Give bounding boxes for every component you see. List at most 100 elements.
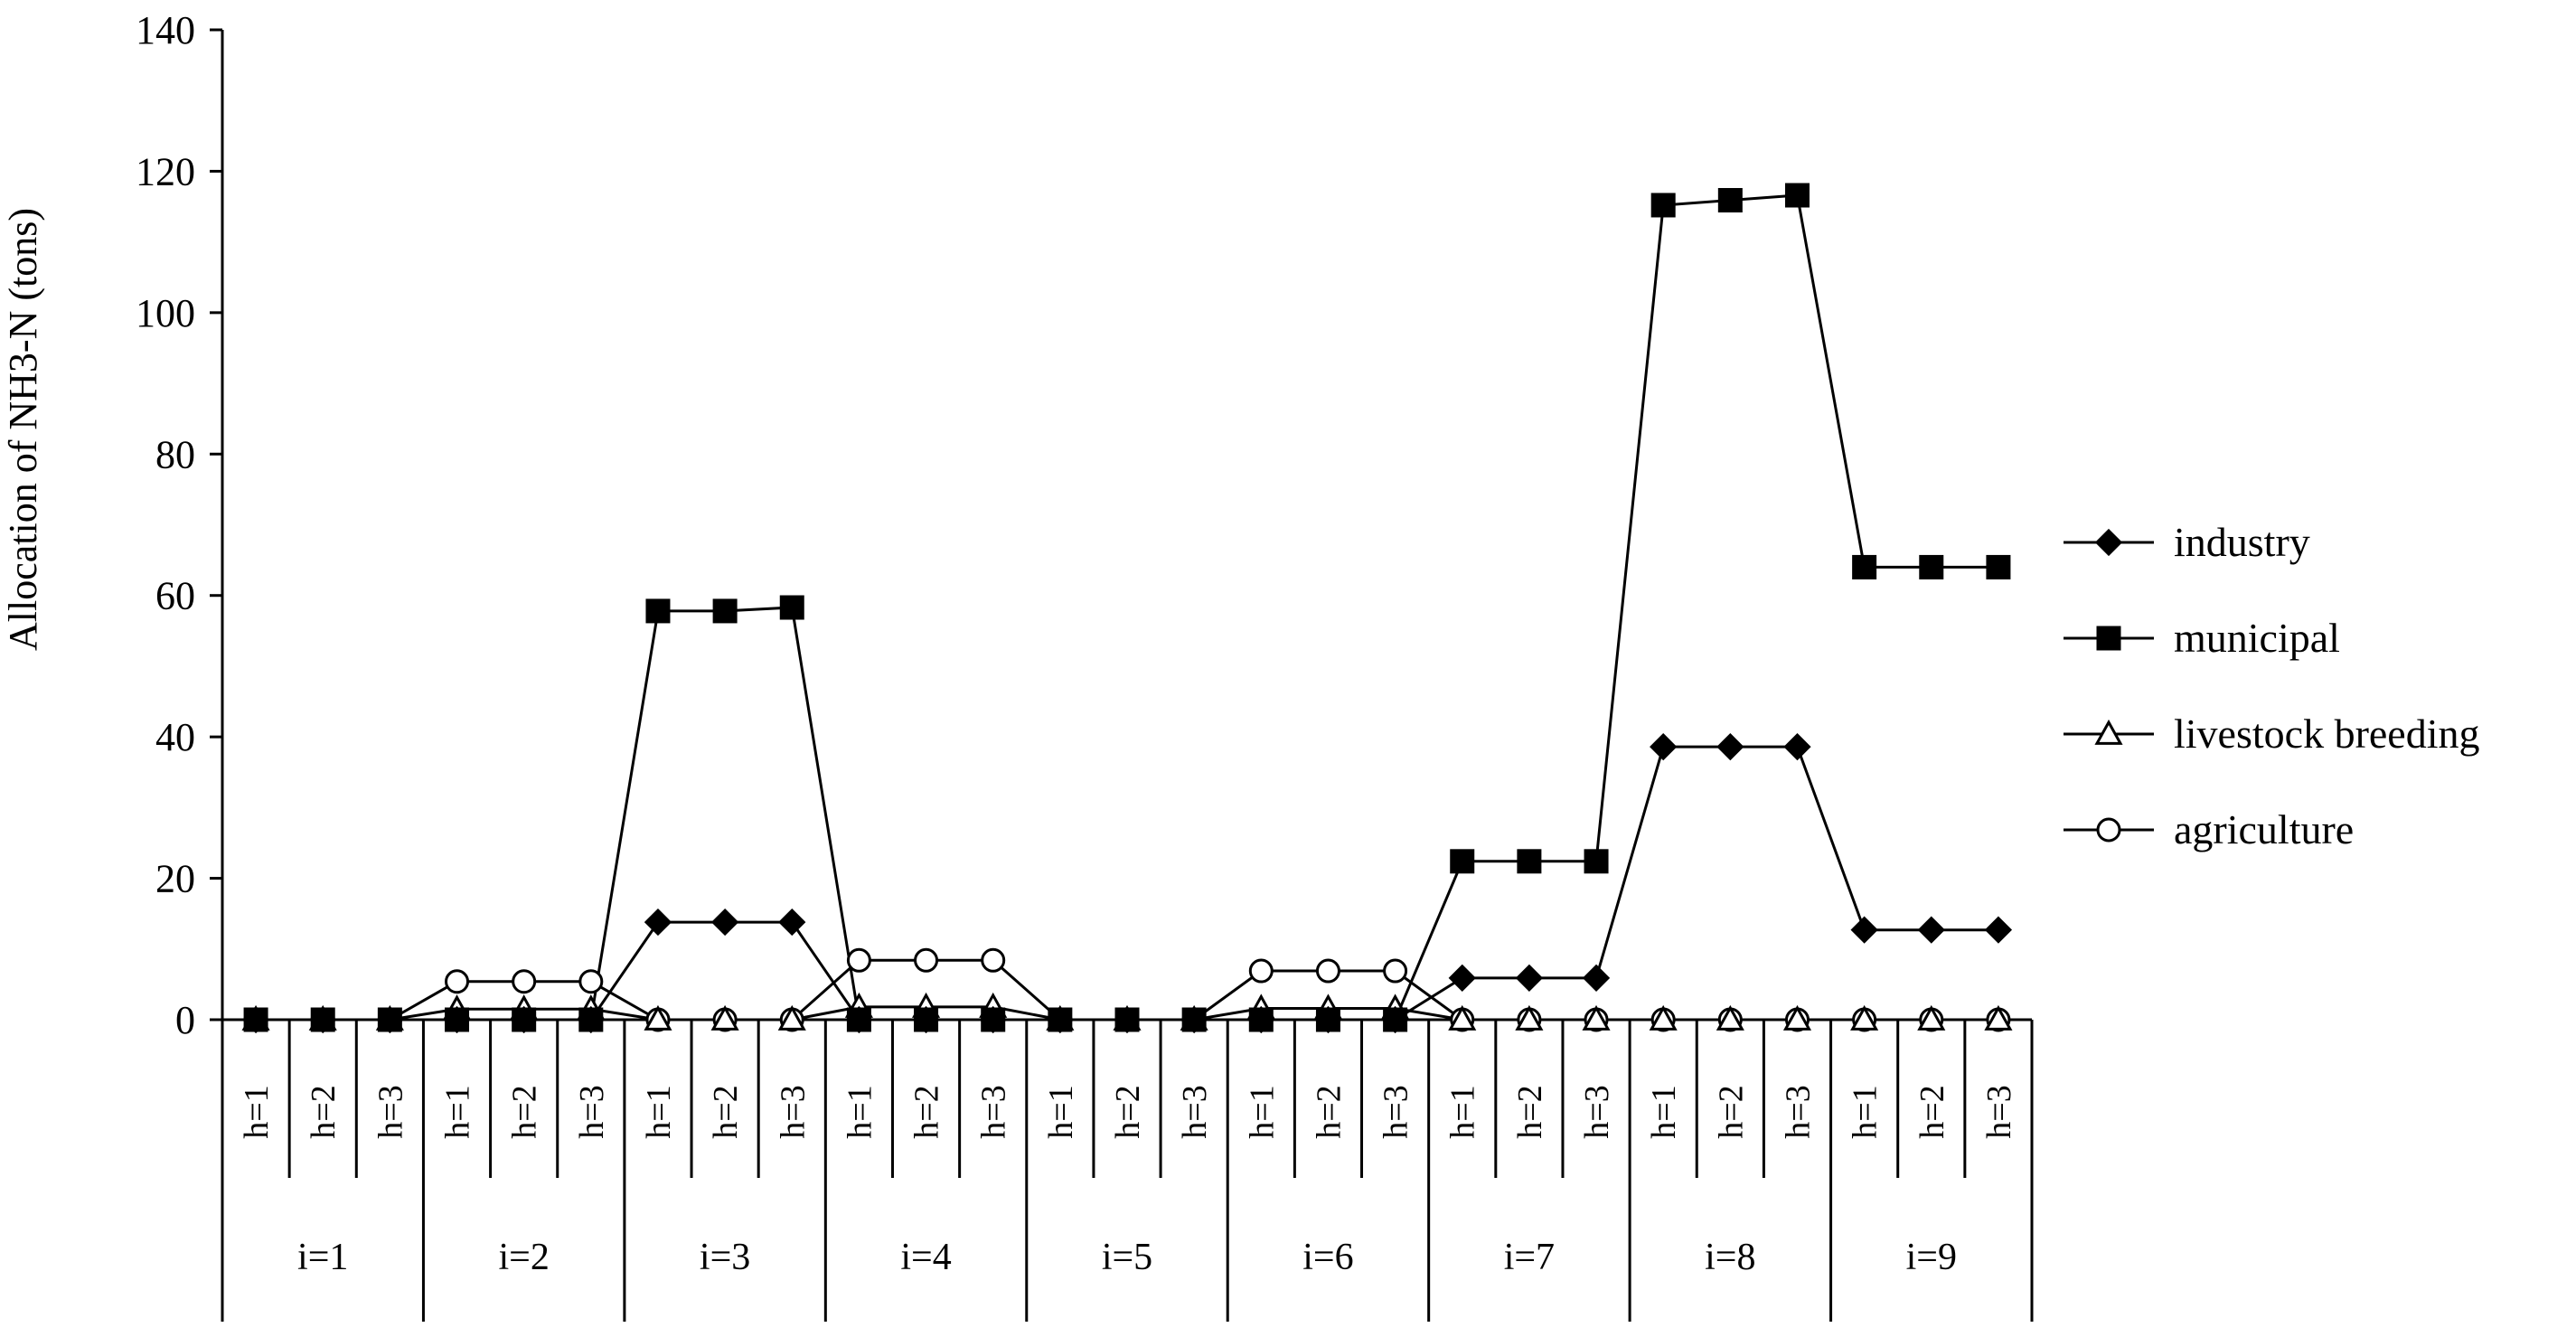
data-point-industry xyxy=(1448,964,1476,992)
y-tick-label: 20 xyxy=(155,857,195,901)
data-point-livestock-breeding xyxy=(1448,1004,1477,1031)
group-label: i=5 xyxy=(1102,1237,1152,1278)
data-point-industry xyxy=(1247,1005,1275,1034)
data-point-agriculture xyxy=(846,947,871,973)
legend: industry municipal livestock breeding agric… xyxy=(2064,519,2480,852)
h-category-label: h=3 xyxy=(1377,1085,1415,1138)
data-point-industry xyxy=(1381,1005,1409,1034)
group-label: i=4 xyxy=(900,1237,951,1278)
legend-label-livestock-breeding: livestock breeding xyxy=(2174,711,2480,757)
h-category-label: h=1 xyxy=(640,1085,678,1138)
y-tick-label: 100 xyxy=(136,291,195,335)
legend-label-agriculture: agriculture xyxy=(2174,806,2354,852)
data-point-agriculture xyxy=(445,969,470,994)
data-point-industry xyxy=(912,1005,940,1034)
data-point-industry xyxy=(376,1005,404,1034)
legend-label-industry: industry xyxy=(2174,519,2310,565)
data-point-agriculture xyxy=(1383,958,1408,984)
data-point-industry xyxy=(1650,732,1678,761)
h-category-label: h=2 xyxy=(1511,1085,1549,1138)
h-category-label: h=3 xyxy=(975,1085,1013,1138)
data-point-industry xyxy=(577,1005,605,1034)
data-point-municipal xyxy=(1919,554,1944,579)
data-point-agriculture xyxy=(578,969,604,994)
data-point-municipal xyxy=(1584,849,1609,874)
h-category-label: h=1 xyxy=(841,1085,879,1138)
data-point-livestock-breeding xyxy=(1850,1004,1879,1031)
y-tick-label: 40 xyxy=(155,715,195,759)
data-point-industry xyxy=(1113,1005,1142,1034)
data-point-livestock-breeding xyxy=(1984,1004,2013,1031)
h-category-label: h=2 xyxy=(908,1085,946,1138)
y-tick-label: 140 xyxy=(136,8,195,52)
group-label: i=8 xyxy=(1705,1237,1755,1278)
data-point-industry xyxy=(778,908,806,937)
h-category-label: h=2 xyxy=(707,1085,745,1138)
h-category-label: h=2 xyxy=(305,1085,343,1138)
data-point-agriculture xyxy=(914,947,939,973)
h-category-label: h=3 xyxy=(1779,1085,1817,1138)
data-point-municipal xyxy=(1717,187,1743,212)
data-point-municipal xyxy=(645,598,671,624)
data-point-livestock-breeding xyxy=(1515,1004,1544,1031)
data-point-agriculture xyxy=(981,947,1006,973)
h-category-label: h=1 xyxy=(1042,1085,1080,1138)
data-point-industry xyxy=(979,1005,1007,1034)
data-point-livestock-breeding xyxy=(710,1004,739,1031)
x-axis: h=1 h=2 h=3 h=1 h=2 h=3 h=1 h=2 h=3 h=1 h=2 h=3 h=1 h… xyxy=(222,1018,2034,1322)
group-label: i=7 xyxy=(1504,1237,1555,1278)
data-point-industry xyxy=(1180,1005,1208,1034)
h-category-label: h=3 xyxy=(1578,1085,1616,1138)
data-point-industry xyxy=(1515,964,1544,992)
data-point-industry xyxy=(1783,732,1811,761)
data-point-municipal xyxy=(1450,849,1475,874)
data-point-municipal xyxy=(1986,554,2011,579)
data-point-municipal xyxy=(1650,193,1676,218)
legend-marker-municipal xyxy=(2096,626,2121,651)
h-category-label: h=1 xyxy=(238,1085,276,1138)
data-point-municipal xyxy=(712,598,738,624)
data-point-municipal xyxy=(1784,183,1810,208)
data-point-agriculture xyxy=(1315,958,1340,984)
data-point-livestock-breeding xyxy=(1649,1004,1678,1031)
data-point-livestock-breeding xyxy=(1716,1004,1744,1031)
data-point-industry xyxy=(1046,1005,1074,1034)
group-label: i=1 xyxy=(297,1237,348,1278)
h-category-label: h=3 xyxy=(1176,1085,1214,1138)
data-point-industry xyxy=(443,1005,471,1034)
h-category-label: h=2 xyxy=(1109,1085,1147,1138)
h-category-label: h=1 xyxy=(1243,1085,1281,1138)
group-label: i=9 xyxy=(1906,1237,1957,1278)
data-point-industry xyxy=(241,1005,270,1034)
series-markers xyxy=(241,183,2013,1034)
y-tick-label: 0 xyxy=(175,998,195,1042)
h-category-label: h=3 xyxy=(1980,1085,2018,1138)
data-point-industry xyxy=(644,908,672,937)
h-category-label: h=3 xyxy=(371,1085,409,1138)
data-point-municipal xyxy=(1852,554,1877,579)
legend-marker-livestock-breeding xyxy=(2094,719,2123,745)
h-category-label: h=3 xyxy=(774,1085,812,1138)
h-category-label: h=2 xyxy=(506,1085,544,1138)
y-tick-label: 80 xyxy=(155,432,195,476)
data-point-livestock-breeding xyxy=(777,1004,806,1031)
data-point-livestock-breeding xyxy=(1782,1004,1812,1031)
series-lines xyxy=(256,193,1998,1022)
legend-marker-agriculture xyxy=(2096,817,2121,843)
group-label: i=2 xyxy=(498,1237,549,1278)
data-point-agriculture xyxy=(1248,958,1274,984)
h-category-label: h=2 xyxy=(1913,1085,1951,1138)
group-label: i=3 xyxy=(700,1237,750,1278)
y-axis: 0 20 40 60 80 100 120 140 xyxy=(136,8,224,1322)
data-point-livestock-breeding xyxy=(1917,1004,1946,1031)
legend-label-municipal: municipal xyxy=(2174,615,2340,661)
data-point-industry xyxy=(1984,916,2013,944)
data-point-industry xyxy=(1314,1005,1342,1034)
h-category-label: h=2 xyxy=(1310,1085,1348,1138)
y-axis-title: Allocation of NH3-N (tons) xyxy=(1,208,45,651)
h-category-label: h=1 xyxy=(439,1085,477,1138)
data-point-livestock-breeding xyxy=(644,1004,672,1031)
h-category-label: h=2 xyxy=(1712,1085,1750,1138)
data-point-industry xyxy=(1850,916,1878,944)
